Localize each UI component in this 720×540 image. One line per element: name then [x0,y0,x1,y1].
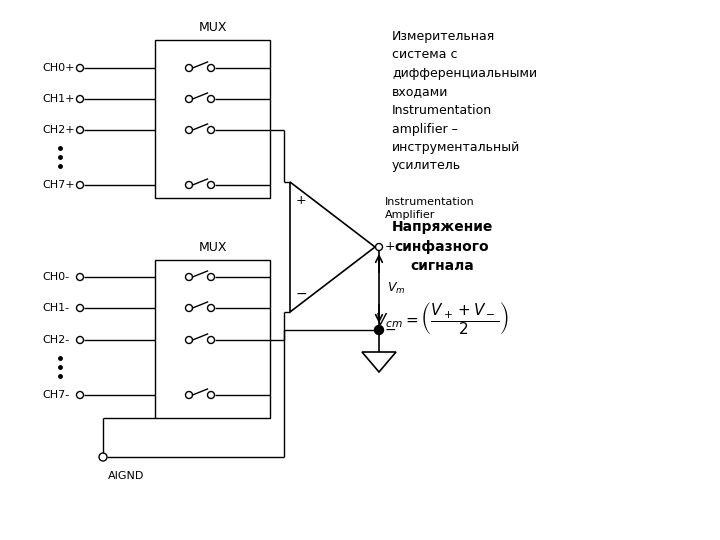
Text: −: − [385,323,397,337]
Text: CH0+: CH0+ [42,63,74,73]
Text: $V_{cm} = \left(\dfrac{V_+ + V_-}{2}\right)$: $V_{cm} = \left(\dfrac{V_+ + V_-}{2}\rig… [375,300,509,337]
Text: $V_m$: $V_m$ [387,281,405,296]
Text: +: + [385,240,395,253]
Text: CH7-: CH7- [42,390,69,400]
Text: MUX: MUX [198,241,227,254]
Text: CH0-: CH0- [42,272,69,282]
Text: CH1-: CH1- [42,303,69,313]
Text: AIGND: AIGND [108,471,145,481]
Text: CH1+: CH1+ [42,94,74,104]
Text: CH7+: CH7+ [42,180,75,190]
Text: Измерительная
система с
дифференциальными
входами
Instrumentation
amplifier –
ин: Измерительная система с дифференциальным… [392,30,537,172]
Text: Instrumentation
Amplifier: Instrumentation Amplifier [385,197,474,220]
Text: CH2-: CH2- [42,335,69,345]
Text: +: + [296,193,307,206]
Bar [155,260,270,418]
Text: −: − [296,287,307,301]
Text: Напряжение
синфазного
сигнала: Напряжение синфазного сигнала [391,220,492,273]
Circle shape [374,326,384,334]
Text: MUX: MUX [198,21,227,34]
Text: CH2+: CH2+ [42,125,75,135]
Bar [155,40,270,198]
